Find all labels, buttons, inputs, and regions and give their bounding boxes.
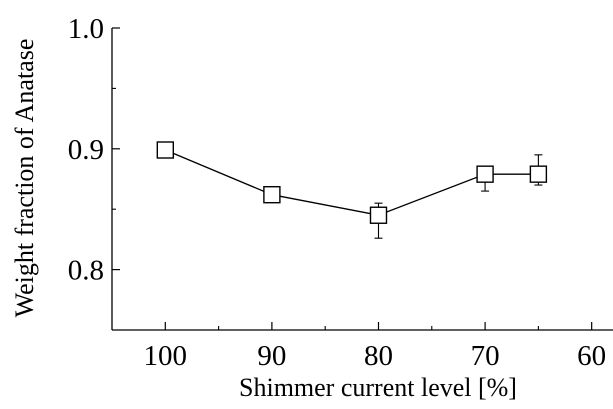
y-tick-label: 1.0 [68, 13, 104, 45]
y-axis-label: Weight fraction of Anatase [10, 39, 39, 318]
x-tick-label: 60 [577, 340, 606, 372]
error-bars [161, 148, 543, 239]
chart-ticks: 100 90 80 70 60 0.8 0.9 1.0 [68, 13, 606, 372]
x-tick-label: 90 [257, 340, 286, 372]
y-tick-label: 0.8 [68, 255, 104, 287]
data-point [369, 206, 388, 224]
x-tick-label: 100 [144, 340, 188, 372]
x-tick-label: 70 [471, 340, 500, 372]
data-markers [156, 141, 548, 224]
data-point [263, 186, 281, 204]
x-tick-label: 80 [364, 340, 393, 372]
x-axis-label: Shimmer current level [%] [239, 373, 517, 402]
data-point [529, 165, 548, 183]
data-point [476, 165, 494, 183]
chart-axes [111, 28, 613, 331]
y-tick-label: 0.9 [68, 134, 104, 166]
data-point [156, 141, 174, 159]
